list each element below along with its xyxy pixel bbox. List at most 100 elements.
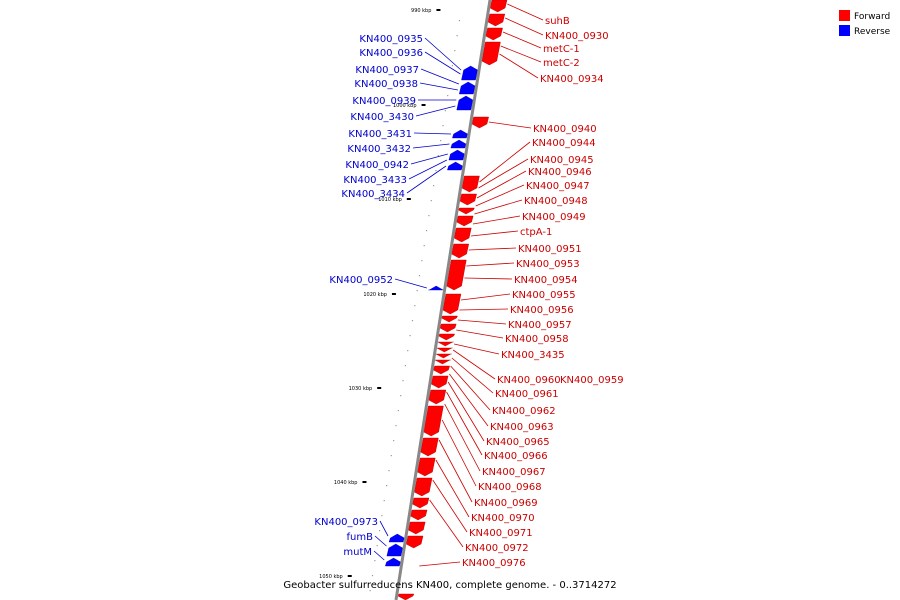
reverse-gene-block [428, 285, 444, 291]
minor-tick [433, 185, 435, 187]
minor-tick [435, 170, 437, 172]
minor-tick [390, 455, 392, 457]
forward-gene-block [442, 293, 462, 315]
forward-gene-block [408, 521, 426, 535]
minor-tick [402, 380, 404, 382]
legend-reverse-swatch [839, 25, 850, 36]
gene-label: KN400_0948 [524, 196, 588, 207]
tick-label: 1040 kbp [334, 480, 358, 486]
reverse-gene-block [450, 139, 467, 149]
tick-label: 1020 kbp [363, 292, 387, 298]
gene-label: KN400_3430 [350, 112, 414, 123]
leader-line [374, 535, 387, 547]
leader-line [424, 37, 462, 71]
gene-label: ctpA-1 [520, 227, 552, 238]
minor-tick [454, 50, 456, 52]
gene-label: KN400_0942 [345, 160, 409, 171]
leader-line [441, 419, 477, 487]
forward-gene-block [485, 27, 503, 41]
tick-mark [391, 293, 396, 295]
leader-line [505, 17, 544, 36]
forward-gene-block [458, 207, 475, 215]
gene-label: KN400_0936 [359, 48, 423, 59]
leader-line [408, 159, 448, 180]
gene-label: KN400_3433 [343, 175, 407, 186]
leader-line [499, 53, 539, 79]
minor-tick [411, 320, 414, 322]
leader-line [438, 439, 473, 503]
gene-label: KN400_0954 [514, 275, 578, 286]
minor-tick [395, 425, 397, 427]
gene-label: KN400_0949 [522, 212, 586, 223]
leader-line [373, 550, 385, 561]
minor-tick [416, 290, 418, 292]
reverse-gene-block [452, 129, 468, 139]
gene-label: KN400_0951 [518, 244, 582, 255]
leader-line [450, 365, 491, 411]
gene-label: KN400_0945 [530, 155, 594, 166]
minor-tick [425, 230, 428, 232]
gene-label: KN400_0972 [465, 543, 529, 554]
forward-gene-block [410, 509, 428, 521]
tick-mark [377, 387, 382, 389]
leader-line [456, 329, 504, 339]
reverse-gene-block [385, 557, 401, 567]
gene-label: KN400_0966 [484, 451, 548, 462]
forward-gene-block [489, 0, 508, 13]
tick-label: 1000 kbp [393, 103, 417, 109]
forward-gene-block [438, 333, 455, 341]
tick-mark [436, 9, 441, 11]
tick-label: 1030 kbp [349, 386, 373, 392]
minor-tick [458, 20, 461, 22]
leader-line [476, 170, 527, 199]
gene-label: KN400_3432 [347, 144, 411, 155]
forward-gene-block [412, 497, 430, 509]
leader-line [475, 184, 525, 207]
minor-tick [376, 545, 378, 547]
gene-label: KN400_0965 [486, 437, 550, 448]
forward-genes [397, 0, 508, 600]
minor-tick [451, 65, 454, 67]
tick-mark [347, 575, 352, 577]
gene-label: KN400_3431 [348, 129, 412, 140]
tick-label: 1010 kbp [378, 197, 402, 203]
gene-label: mutM [343, 547, 372, 558]
leader-line [419, 82, 458, 91]
gene-label: KN400_0976 [462, 558, 526, 569]
reverse-gene-block [459, 81, 476, 95]
reverse-gene-block [386, 543, 403, 557]
minor-tick [437, 155, 439, 157]
leader-line [468, 247, 517, 251]
forward-gene-block [436, 347, 453, 353]
tick-mark [362, 481, 367, 483]
forward-gene-block [420, 437, 439, 457]
leader-line [454, 343, 500, 355]
leader-line [474, 199, 523, 215]
gene-label: KN400_0955 [512, 290, 576, 301]
leader-line [466, 262, 515, 267]
minor-tick [393, 440, 395, 442]
reverse-gene-block [448, 149, 465, 161]
minor-tick [386, 485, 388, 487]
tick-marks: 990 kbp 1000 kbp 1010 kbp 1020 kbp 1030 kbp 1… [319, 8, 461, 592]
minor-tick [444, 110, 446, 112]
gene-label: fumB [347, 532, 374, 543]
minor-tick [414, 305, 416, 307]
leader-line [413, 132, 452, 135]
reverse-gene-block [456, 95, 474, 111]
leader-line [451, 357, 494, 394]
leader-line [412, 143, 450, 149]
leader-line [410, 153, 448, 165]
leader-line [415, 105, 456, 117]
minor-tick [428, 215, 430, 217]
gene-label: KN400_0953 [516, 259, 580, 270]
gene-label: KN400_0962 [492, 406, 556, 417]
minor-tick [378, 530, 381, 532]
gene-label: KN400_0937 [355, 65, 419, 76]
gene-label: KN400_0940 [533, 124, 597, 135]
leader-line [470, 230, 519, 237]
gene-label: KN400_0957 [508, 320, 572, 331]
reverse-genes [385, 65, 478, 567]
leader-line [424, 51, 461, 75]
